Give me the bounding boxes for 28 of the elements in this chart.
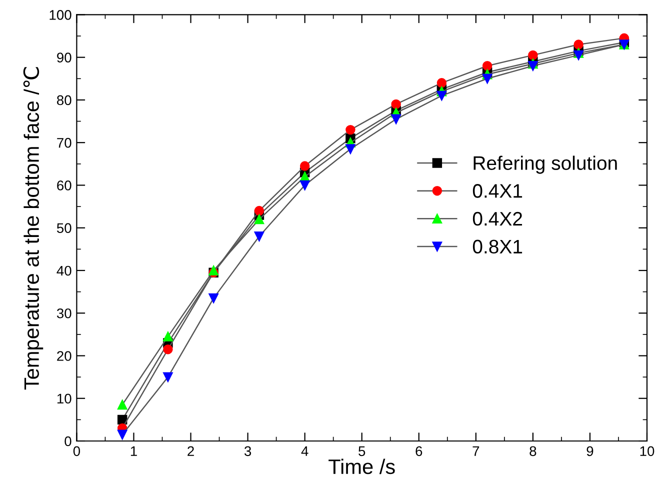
y-tick-label: 70 — [57, 138, 72, 148]
y-tick-label: 50 — [56, 223, 72, 234]
y-tick-label: 80 — [57, 95, 72, 106]
x-tick-label: 10 — [640, 446, 654, 456]
legend-label: 0.8X1 — [472, 240, 522, 254]
legend-label: 0.4X2 — [472, 212, 522, 226]
x-tick-label: 1 — [130, 446, 137, 456]
x-tick-label: 7 — [472, 446, 480, 456]
y-axis-title: Temperature at the bottom face /℃ — [23, 67, 44, 390]
x-tick-label: 4 — [301, 446, 308, 456]
x-tick-label: 6 — [416, 446, 422, 456]
x-tick-label: 2 — [188, 446, 194, 456]
y-tick-label: 0 — [64, 436, 72, 446]
y-tick-label: 40 — [56, 266, 72, 276]
y-tick-label: 90 — [57, 52, 72, 62]
x-tick-label: 3 — [244, 446, 252, 456]
x-tick-label: 5 — [358, 446, 366, 456]
x-tick-label: 8 — [530, 446, 536, 456]
y-tick-label: 10 — [57, 394, 72, 404]
legend-label: 0.4X1 — [472, 184, 522, 198]
x-tick-label: 9 — [586, 446, 594, 456]
y-tick-label: 20 — [57, 351, 72, 361]
y-tick-label: 60 — [57, 180, 72, 190]
x-tick-label: 0 — [73, 446, 80, 456]
x-axis-title: Time /s — [328, 458, 395, 474]
legend-label: Refering solution — [474, 156, 617, 174]
y-tick-label: 30 — [56, 308, 72, 318]
y-tick-label: 100 — [50, 10, 72, 20]
